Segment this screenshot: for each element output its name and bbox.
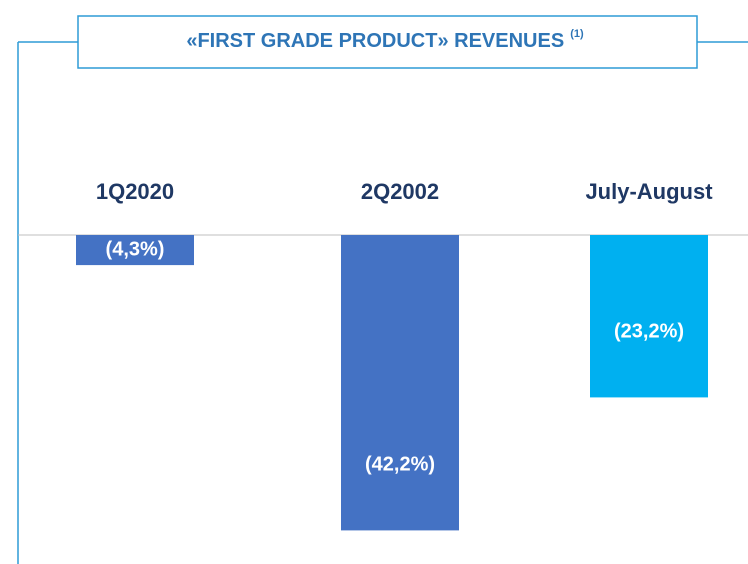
x-tick-label: 1Q2020 xyxy=(96,179,174,204)
title-superscript: (1) xyxy=(570,28,584,40)
bar xyxy=(341,235,459,531)
x-tick-label: 2Q2002 xyxy=(361,179,439,204)
title-box xyxy=(77,15,698,69)
data-label: (42,2%) xyxy=(365,454,435,476)
chart-title: «FIRST GRADE PRODUCT» REVENUES (1) xyxy=(186,28,584,52)
title-text: «FIRST GRADE PRODUCT» REVENUES xyxy=(186,30,564,52)
bar xyxy=(76,235,194,266)
bar xyxy=(590,235,708,398)
x-tick-label: July-August xyxy=(585,179,713,204)
data-label: (23,2%) xyxy=(614,321,684,343)
data-label: (4,3%) xyxy=(106,238,165,260)
